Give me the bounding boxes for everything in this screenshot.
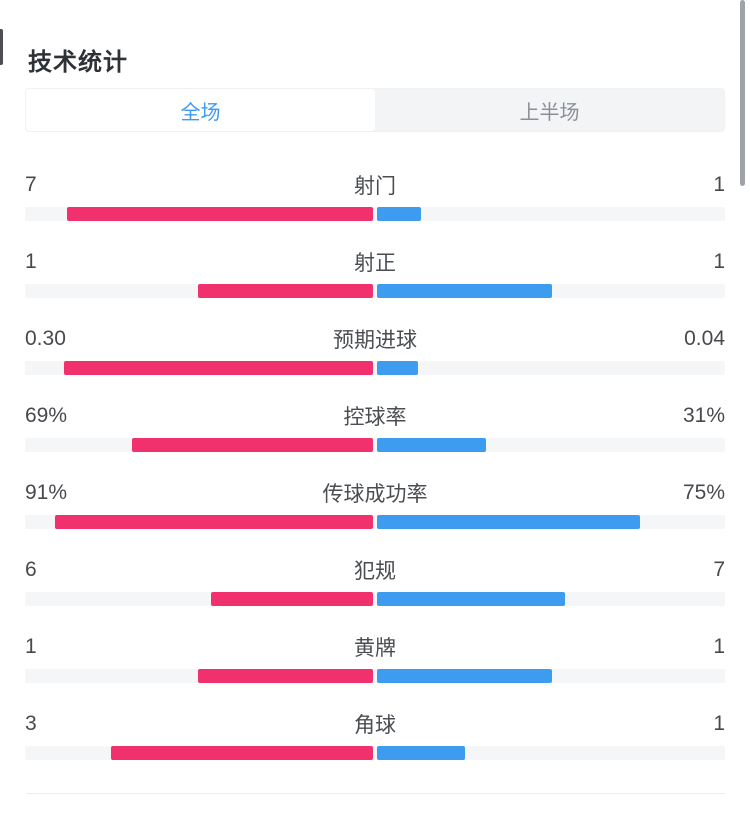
home-bar: [211, 592, 373, 606]
away-value: 31%: [682, 404, 725, 427]
bottom-divider: [26, 793, 725, 794]
stat-label: 传球成功率: [322, 483, 428, 506]
stat-row-fouls: 6 犯规 7: [0, 543, 750, 620]
stat-bar-track: [25, 669, 725, 683]
home-value: 1: [25, 635, 37, 658]
home-bar: [66, 207, 373, 221]
away-value: 7: [713, 558, 725, 581]
home-bar: [198, 669, 373, 683]
stat-row-shots: 7 射门 1: [0, 158, 750, 235]
screen-edge-artifact: [0, 29, 3, 65]
away-value: 1: [713, 635, 725, 658]
away-bar: [377, 669, 552, 683]
stat-row-shots-on-target: 1 射正 1: [0, 235, 750, 312]
stat-row-corners: 3 角球 1: [0, 697, 750, 774]
stat-bar-track: [25, 438, 725, 452]
tab-first-half[interactable]: 上半场: [519, 101, 580, 124]
stat-label: 犯规: [354, 560, 396, 583]
stat-label: 控球率: [343, 406, 407, 429]
stat-row-pass-accuracy: 91% 传球成功率 75%: [0, 466, 750, 543]
home-bar: [54, 515, 373, 529]
period-tabbar: 全场 上半场: [25, 88, 725, 132]
away-value: 1: [713, 250, 725, 273]
away-bar: [377, 515, 640, 529]
home-value: 3: [25, 712, 37, 735]
home-value: 1: [25, 250, 37, 273]
away-value: 75%: [682, 481, 725, 504]
stat-bar-track: [25, 284, 725, 298]
home-bar: [64, 361, 373, 375]
away-bar: [377, 438, 486, 452]
home-value: 0.30: [25, 327, 66, 350]
stat-label: 角球: [354, 714, 396, 737]
tab-full-match[interactable]: 全场: [26, 89, 375, 131]
home-bar: [110, 746, 373, 760]
stats-list: 7 射门 1 1 射正 1 0.30 预期进球 0.04: [0, 158, 750, 774]
stat-bar-track: [25, 515, 725, 529]
stat-bar-track: [25, 207, 725, 221]
stat-label: 预期进球: [333, 329, 417, 352]
home-value: 7: [25, 173, 37, 196]
away-bar: [377, 207, 421, 221]
away-bar: [377, 361, 419, 375]
stat-label: 射门: [354, 175, 396, 198]
away-value: 1: [713, 173, 725, 196]
page-title: 技术统计: [28, 49, 128, 77]
away-value: 1: [713, 712, 725, 735]
away-value: 0.04: [684, 327, 725, 350]
stat-row-expected-goals: 0.30 预期进球 0.04: [0, 312, 750, 389]
stat-bar-track: [25, 746, 725, 760]
home-value: 6: [25, 558, 37, 581]
away-bar: [377, 592, 566, 606]
stat-bar-track: [25, 592, 725, 606]
stat-bar-track: [25, 361, 725, 375]
away-bar: [377, 284, 552, 298]
scrollbar-thumb[interactable]: [740, 0, 745, 186]
stat-row-yellow-cards: 1 黄牌 1: [0, 620, 750, 697]
away-bar: [377, 746, 465, 760]
home-bar: [131, 438, 373, 452]
stat-label: 射正: [354, 252, 396, 275]
stat-label: 黄牌: [354, 637, 396, 660]
home-bar: [198, 284, 373, 298]
stat-row-possession: 69% 控球率 31%: [0, 389, 750, 466]
home-value: 91%: [25, 481, 68, 504]
home-value: 69%: [25, 404, 68, 427]
